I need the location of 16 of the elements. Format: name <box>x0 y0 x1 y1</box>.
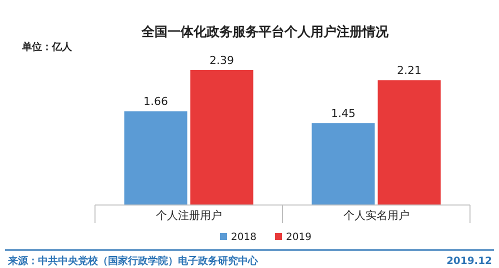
bar <box>190 70 254 205</box>
data-label: 1.66 <box>144 95 168 108</box>
x-tick-label: 个人实名用户 <box>343 209 410 222</box>
data-label: 2.39 <box>210 54 234 67</box>
y-axis-title: 单位：亿人 <box>21 41 73 53</box>
bar <box>124 111 188 205</box>
legend-label: 2018 <box>231 232 256 243</box>
text: 2019.12 <box>446 256 492 267</box>
legend-label: 2019 <box>286 232 312 243</box>
source-note: 来源：中共中央党校（国家行政学院）电子政务研究中心 <box>7 255 259 267</box>
x-tick-label: 个人注册用户 <box>156 209 222 222</box>
data-label: 1.45 <box>331 107 356 120</box>
data-label: 2.21 <box>397 64 422 78</box>
bar <box>378 80 441 205</box>
bar <box>312 123 375 205</box>
chart-title: 全国一体化政务服务平台个人用户注册情况 <box>140 24 390 40</box>
